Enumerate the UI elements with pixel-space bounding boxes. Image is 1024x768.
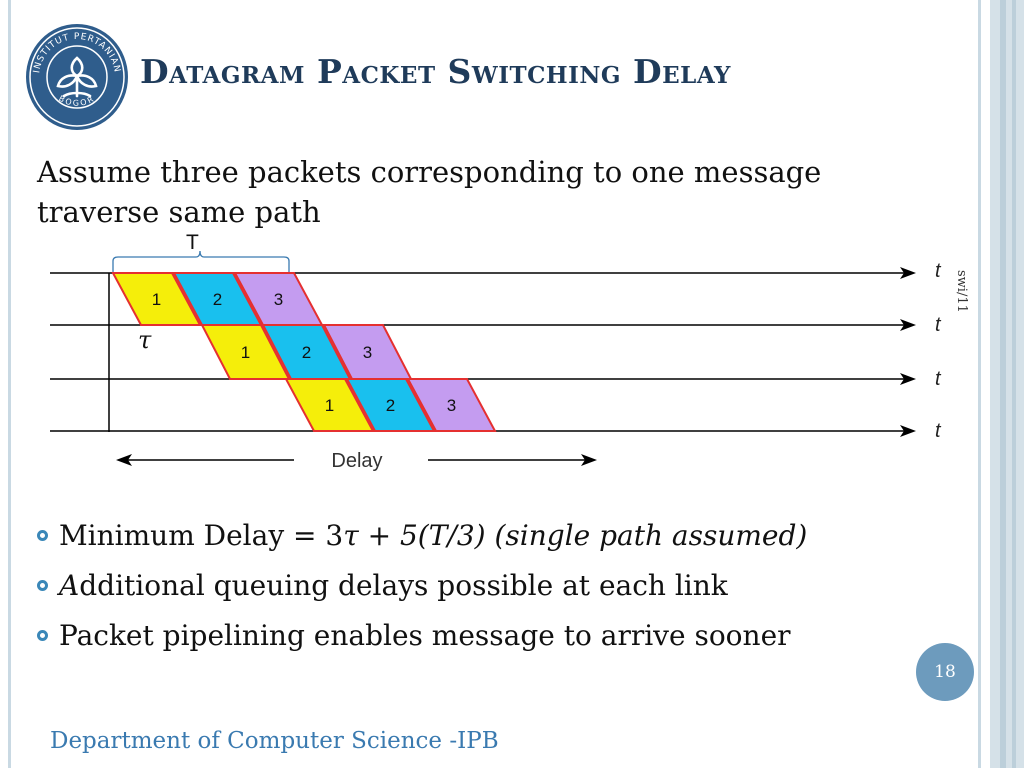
packet-label-2-link-3: 2 <box>386 396 395 415</box>
right-frame-bar <box>978 0 981 768</box>
page-number: 18 <box>934 662 956 682</box>
side-note-text: swi/11 <box>954 270 969 313</box>
packet-label-1-link-2: 1 <box>241 343 250 362</box>
page-number-badge: 18 <box>916 643 974 701</box>
bullet-text: Packet pipelining enables message to arr… <box>59 619 791 652</box>
timeline-arrowhead-3 <box>900 373 916 385</box>
bullet-text-tau: τ <box>343 519 359 552</box>
packet-3-link-3 <box>406 378 497 432</box>
bullet-item-queuing: Additional queuing delays possible at ea… <box>37 564 807 614</box>
time-label-2: t <box>935 314 942 336</box>
bullet-text-initial: A <box>59 569 80 602</box>
T-label: T <box>186 231 199 254</box>
packet-label-1-link-1: 1 <box>152 290 161 309</box>
T-brace <box>112 250 290 272</box>
ipb-logo: INSTITUT PERTANIAN BOGOR <box>26 24 128 130</box>
tau-label: τ <box>138 326 152 354</box>
packet-label-1-link-3: 1 <box>325 396 334 415</box>
side-note: swi/11 <box>954 270 969 313</box>
packet-label-3-link-2: 3 <box>363 343 372 362</box>
time-label-4: t <box>935 420 942 442</box>
delay-arrow-right-head <box>581 454 597 466</box>
bullet-list: Minimum Delay = 3τ + 5(T/3) (single path… <box>37 514 807 664</box>
delay-label: Delay <box>331 450 382 472</box>
right-frame-stripe <box>1012 0 1016 768</box>
intro-text: Assume three packets corresponding to on… <box>37 155 822 229</box>
time-label-1: t <box>935 260 942 282</box>
left-frame-bar <box>8 0 11 768</box>
timeline-arrowhead-1 <box>900 267 916 279</box>
footer-text: Department of Computer Science -IPB <box>50 728 499 754</box>
bullet-text-plus: + <box>358 519 400 552</box>
right-frame-stripe <box>1000 0 1006 768</box>
packet-label-3-link-3: 3 <box>447 396 456 415</box>
right-frame-band <box>990 0 1024 768</box>
timeline-arrowhead-2 <box>900 319 916 331</box>
bullet-dot-icon <box>37 580 48 591</box>
packet-2-link-3 <box>345 378 436 432</box>
packet-label-2-link-1: 2 <box>213 290 222 309</box>
bullet-text-italic: 5(T/3) (single path assumed) <box>399 519 808 552</box>
packet-timing-diagram: t t t t 1 2 3 1 2 3 1 2 3 T τ Delay <box>50 231 942 472</box>
slide-title: Datagram Packet Switching Delay <box>140 52 731 91</box>
bullet-text-plain: Minimum Delay = 3 <box>59 519 344 552</box>
time-label-3: t <box>935 368 942 390</box>
bullet-text-rest: dditional queuing delays possible at eac… <box>79 569 728 602</box>
packet-1-link-1 <box>111 272 202 326</box>
packet-label-2-link-2: 2 <box>302 343 311 362</box>
timeline-arrowhead-4 <box>900 425 916 437</box>
bullet-dot-icon <box>37 530 48 541</box>
delay-arrow-left-head <box>116 454 132 466</box>
packet-1-link-3 <box>284 378 375 432</box>
bullet-item-minimum-delay: Minimum Delay = 3τ + 5(T/3) (single path… <box>37 514 807 564</box>
packet-label-3-link-1: 3 <box>274 290 283 309</box>
bullet-item-pipelining: Packet pipelining enables message to arr… <box>37 614 807 664</box>
bullet-dot-icon <box>37 630 48 641</box>
